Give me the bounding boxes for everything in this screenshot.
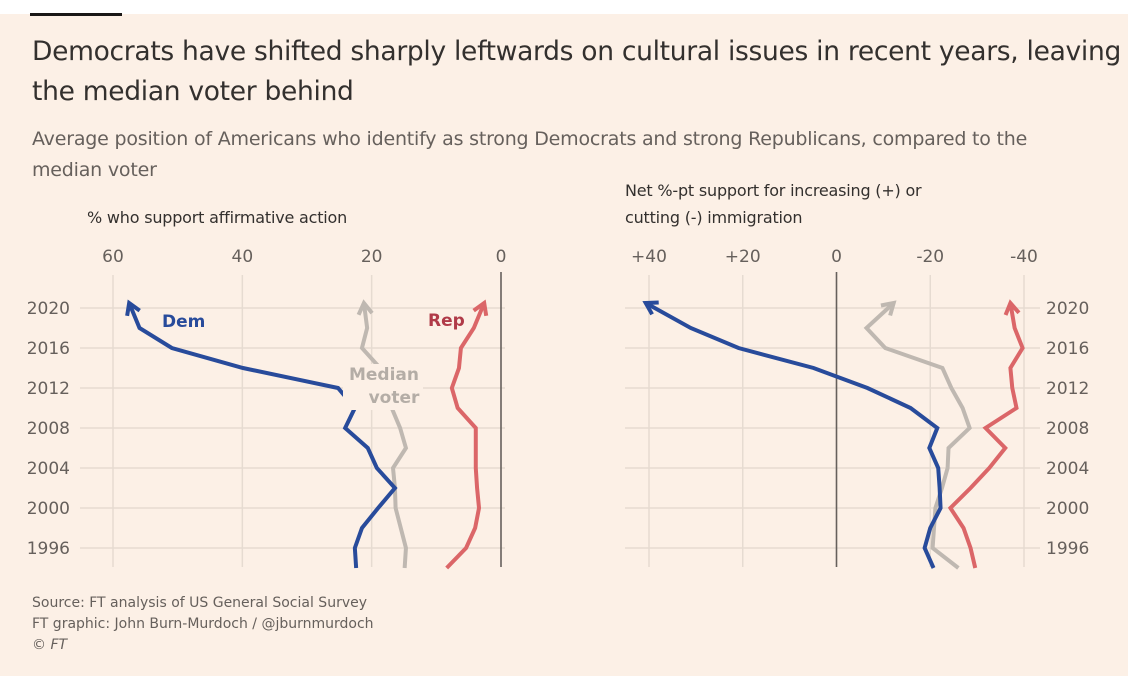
y-tick-label: 1996 [1046,539,1089,559]
median-label-background [343,364,423,410]
x-tick-label: -20 [916,247,944,267]
source-note: Source: FT analysis of US General Social… [32,595,368,611]
series-line-dem [644,301,943,569]
header-rule [30,13,122,16]
x-tick-label: 60 [102,247,124,267]
y-tick-label: 2004 [27,459,70,479]
series-line-rep [445,302,487,570]
y-tick-label: 2008 [27,419,70,439]
credit-note: FT graphic: John Burn-Murdoch / @jburnmu… [32,616,374,632]
copyright-symbol: © [32,637,46,653]
y-tick-label: 2020 [1046,299,1089,319]
x-tick-label: 0 [496,247,507,267]
series-label-dem: Dem [162,312,205,332]
chart-subtitle: Average position of Americans who identi… [32,128,1028,181]
series-line-median [359,302,409,569]
chart-panel [0,14,1128,676]
series-line-rep [947,302,1025,569]
series-label-median: Median [349,365,419,385]
series-line-median [863,301,972,570]
copyright-name: FT [50,637,68,653]
x-tick-label: 0 [831,247,842,267]
y-tick-label: 2020 [27,299,70,319]
left-chart-axis-label: % who support affirmative action [87,208,348,227]
y-tick-label: 2008 [1046,419,1089,439]
y-tick-label: 2000 [27,499,70,519]
right-chart-axis-label: Net %-pt support for increasing (+) or c… [625,181,922,227]
y-tick-label: 2016 [1046,339,1089,359]
left-chart-affirmative-action: 2020 2016 2012 2008 2004 2000 1996 60 40 20 0 Dem Re… [27,247,507,570]
x-tick-label: -40 [1010,247,1038,267]
y-tick-label: 2004 [1046,459,1089,479]
y-tick-label: 2012 [27,379,70,399]
x-tick-label: 40 [232,247,254,267]
y-tick-label: 2012 [1046,379,1089,399]
x-tick-label: +40 [631,247,667,267]
x-tick-label: 20 [361,247,383,267]
series-label-rep: Rep [428,311,465,331]
copyright-note: © FT [32,635,374,656]
series-label-median: voter [369,388,420,408]
x-tick-label: +20 [725,247,761,267]
y-tick-label: 1996 [27,539,70,559]
y-tick-label: 2016 [27,339,70,359]
series-line-dem [127,302,398,569]
footer: Source: FT analysis of US General Social… [32,593,374,656]
y-tick-label: 2000 [1046,499,1089,519]
right-chart-immigration: 2020 2016 2012 2008 2004 2000 1996 +40 +20 0 -20 -4… [625,247,1089,570]
chart-title: Democrats have shifted sharply leftwards… [32,36,1122,107]
